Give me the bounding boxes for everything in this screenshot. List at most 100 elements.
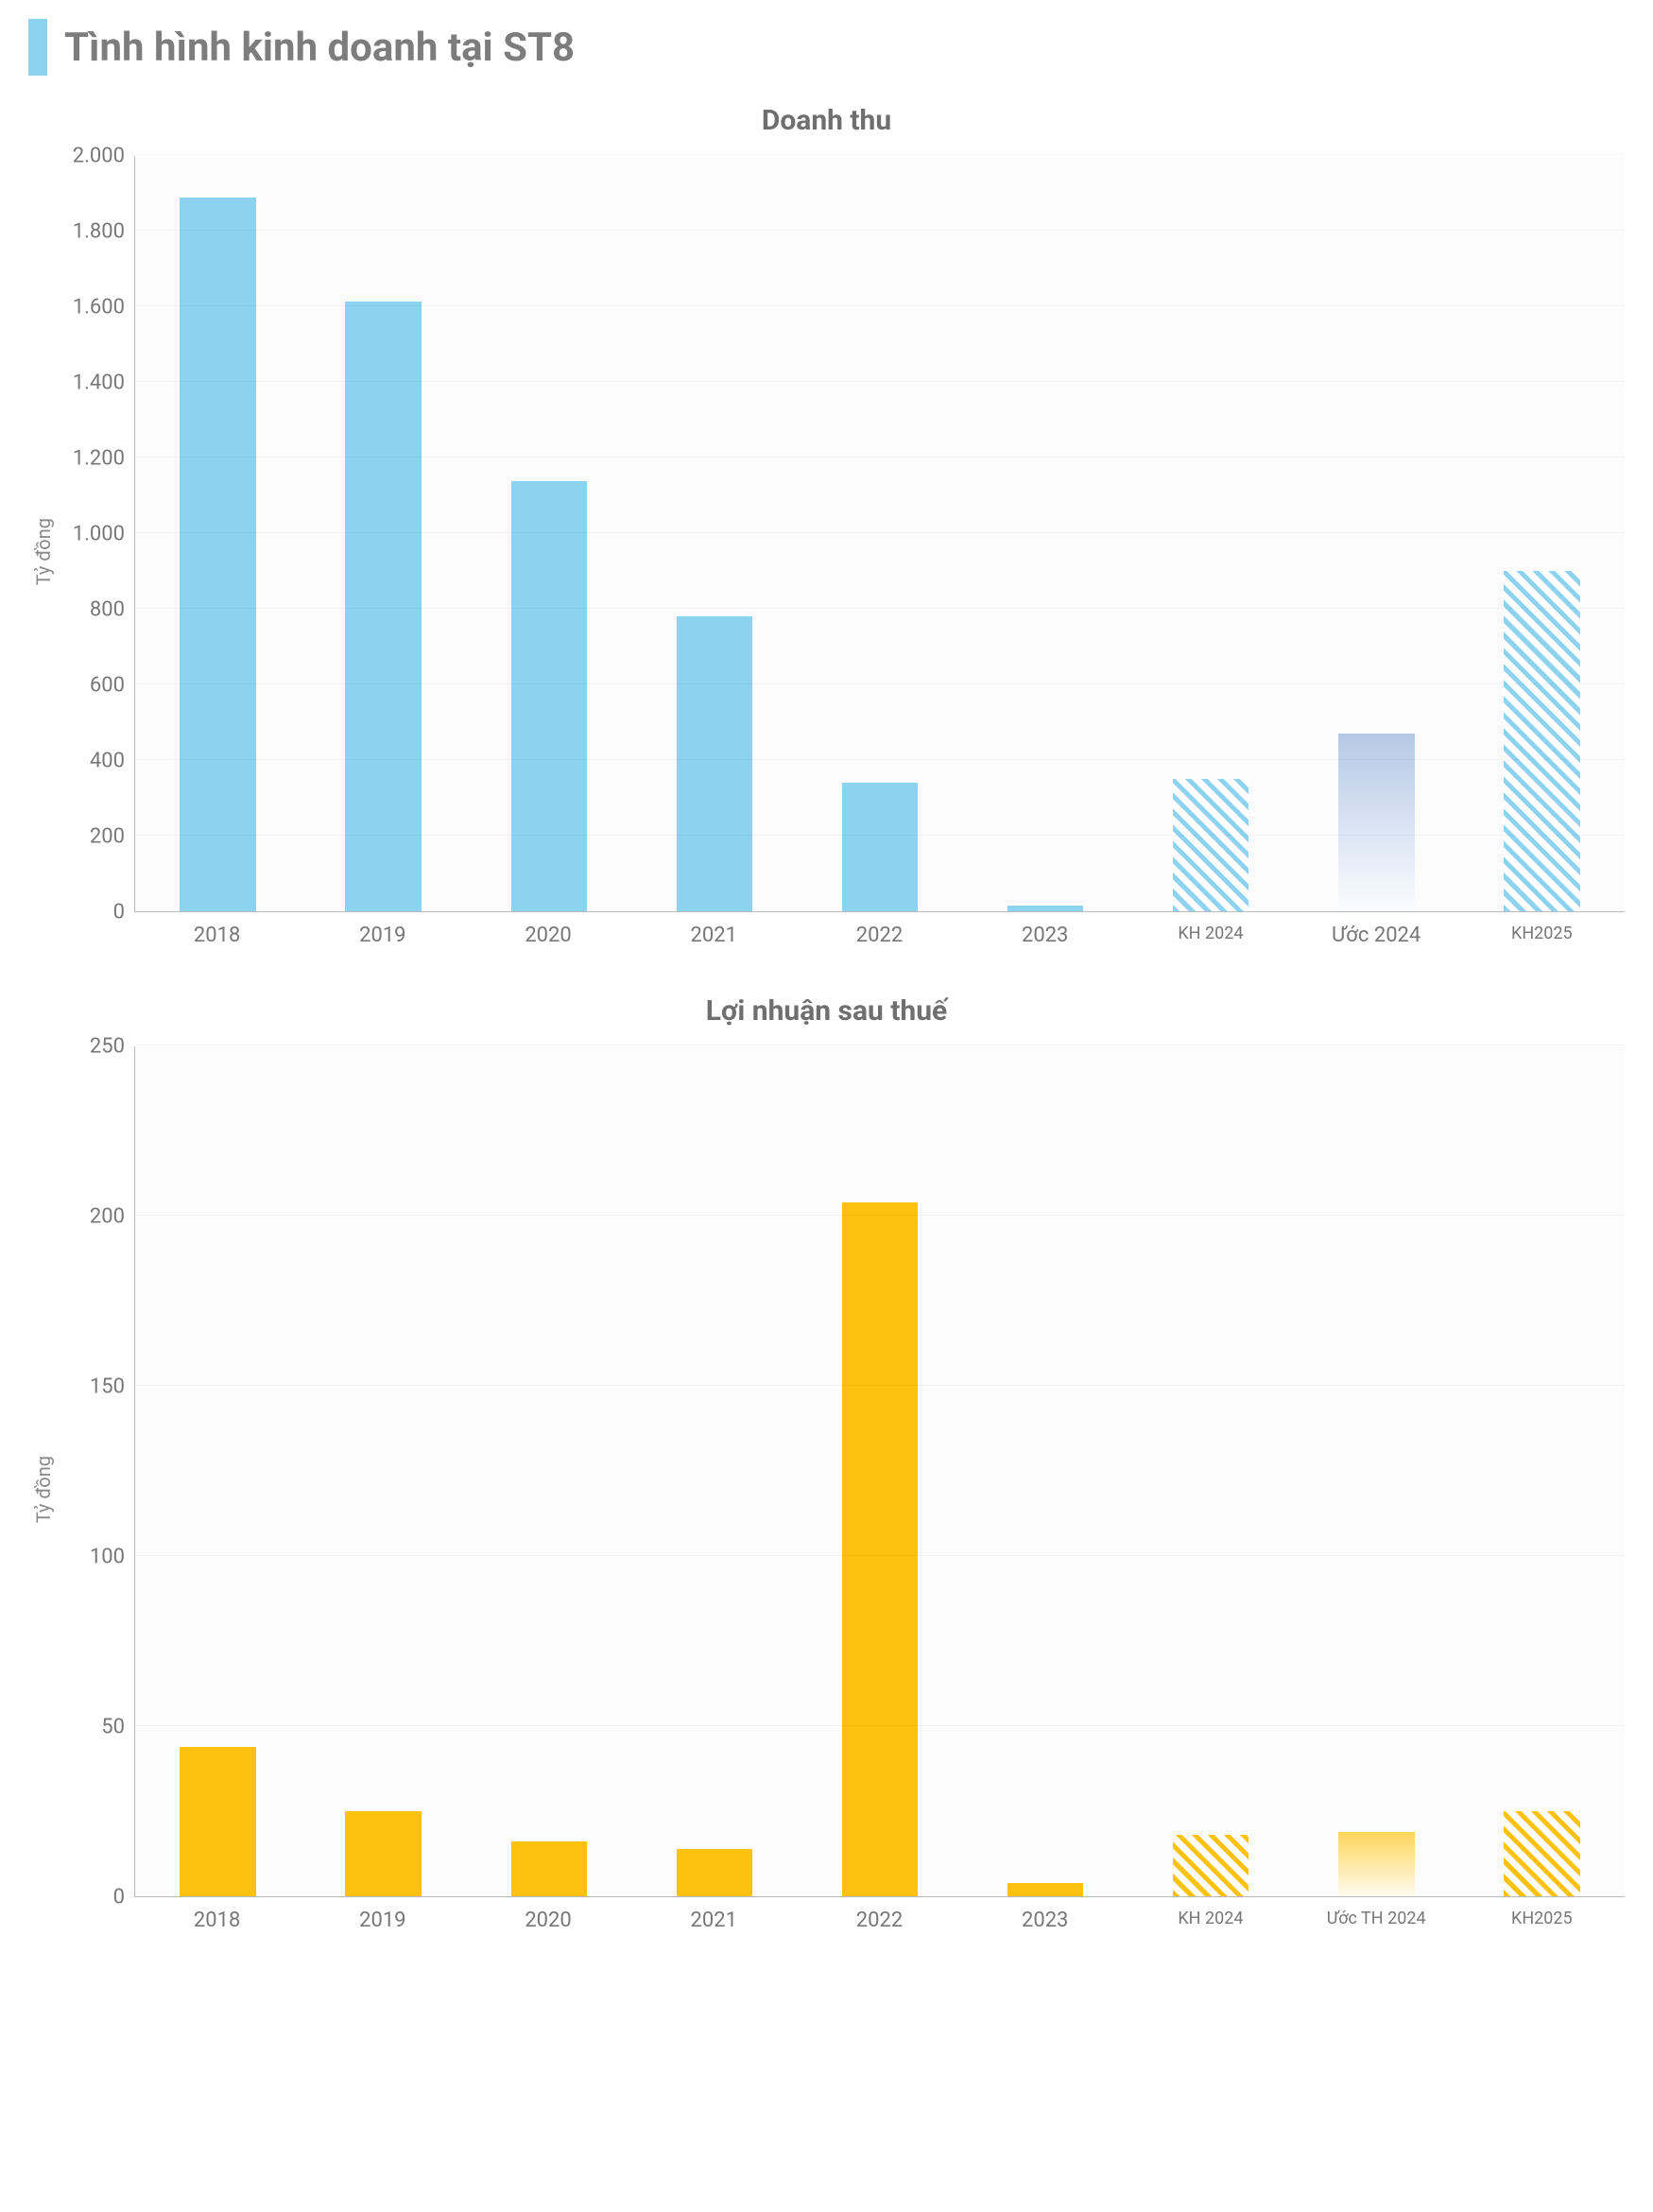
revenue-chart-plot bbox=[134, 156, 1625, 912]
revenue-xlabel: KH2025 bbox=[1459, 924, 1625, 947]
revenue-ytick-label: 800 bbox=[90, 598, 125, 622]
profit-chart-plot bbox=[134, 1046, 1625, 1897]
revenue-bar bbox=[1173, 779, 1249, 911]
profit-ytick-label: 50 bbox=[101, 1716, 125, 1739]
profit-ytick-label: 150 bbox=[90, 1375, 125, 1399]
revenue-bar bbox=[1504, 571, 1580, 911]
profit-gridline bbox=[135, 1725, 1625, 1726]
profit-chart: Lợi nhuận sau thuế Tỷ đồng 0 50 100 150 200 2… bbox=[28, 994, 1625, 1932]
revenue-ytick-label: 2.000 bbox=[73, 145, 125, 168]
profit-bar-slot bbox=[963, 1046, 1128, 1896]
revenue-bar-slot bbox=[631, 156, 797, 911]
profit-chart-frame: Tỷ đồng 050100150200250 2018201920202021… bbox=[28, 1046, 1625, 1932]
revenue-bar bbox=[345, 302, 422, 911]
profit-bar bbox=[345, 1811, 422, 1896]
revenue-gridline bbox=[135, 532, 1625, 533]
revenue-chart-title: Doanh thu bbox=[28, 104, 1625, 137]
revenue-ytick-label: 200 bbox=[90, 825, 125, 849]
revenue-ytick-label: 400 bbox=[90, 750, 125, 773]
revenue-xlabel: 2022 bbox=[797, 924, 962, 947]
page-header: Tình hình kinh doanh tại ST8 bbox=[28, 19, 1625, 76]
revenue-xlabel: 2018 bbox=[134, 924, 300, 947]
revenue-chart-bars bbox=[135, 156, 1625, 911]
profit-gridline bbox=[135, 1215, 1625, 1216]
profit-bar bbox=[1504, 1811, 1580, 1896]
revenue-ytick-label: 1.000 bbox=[73, 523, 125, 546]
profit-chart-plotwrap: 201820192020202120222023KH 2024Ước TH 20… bbox=[134, 1046, 1625, 1932]
profit-ytick-label: 200 bbox=[90, 1205, 125, 1229]
profit-xlabel: 2022 bbox=[797, 1909, 962, 1932]
profit-bar bbox=[1173, 1835, 1249, 1896]
profit-bar-slot bbox=[301, 1046, 466, 1896]
revenue-gridline bbox=[135, 305, 1625, 306]
revenue-bar-slot bbox=[301, 156, 466, 911]
header-accent-bar bbox=[28, 19, 47, 76]
revenue-xlabel: Ước 2024 bbox=[1294, 924, 1459, 947]
revenue-gridline bbox=[135, 608, 1625, 609]
profit-bar-slot bbox=[631, 1046, 797, 1896]
profit-bar bbox=[677, 1849, 753, 1896]
revenue-bar-slot bbox=[797, 156, 962, 911]
revenue-gridline bbox=[135, 759, 1625, 760]
profit-bar-slot bbox=[135, 1046, 301, 1896]
profit-bar bbox=[511, 1841, 588, 1896]
revenue-chart-plotwrap: 201820192020202120222023KH 2024Ước 2024K… bbox=[134, 156, 1625, 947]
profit-gridline bbox=[135, 1045, 1625, 1046]
revenue-gridline bbox=[135, 835, 1625, 836]
profit-bar-slot bbox=[1294, 1046, 1459, 1896]
profit-bar-slot bbox=[797, 1046, 962, 1896]
profit-bar-slot bbox=[1459, 1046, 1625, 1896]
revenue-bar bbox=[1338, 734, 1415, 911]
revenue-bar-slot bbox=[466, 156, 631, 911]
profit-xlabel: KH 2024 bbox=[1128, 1909, 1293, 1932]
page: Tình hình kinh doanh tại ST8 Doanh thu T… bbox=[0, 0, 1653, 2017]
profit-xlabel: 2018 bbox=[134, 1909, 300, 1932]
revenue-chart-frame: Tỷ đồng 02004006008001.0001.2001.4001.60… bbox=[28, 156, 1625, 947]
revenue-ytick-label: 0 bbox=[113, 901, 125, 925]
revenue-xlabel: 2023 bbox=[962, 924, 1128, 947]
profit-ytick-label: 250 bbox=[90, 1035, 125, 1059]
revenue-chart-yticks: 02004006008001.0001.2001.4001.6001.8002.… bbox=[59, 156, 134, 912]
profit-ytick-label: 100 bbox=[90, 1546, 125, 1569]
revenue-bar-slot bbox=[963, 156, 1128, 911]
revenue-gridline bbox=[135, 230, 1625, 231]
revenue-ytick-label: 1.400 bbox=[73, 372, 125, 395]
revenue-ytick-label: 600 bbox=[90, 674, 125, 698]
revenue-xlabel: KH 2024 bbox=[1128, 924, 1293, 947]
profit-ytick-label: 0 bbox=[113, 1886, 125, 1910]
profit-xlabel: 2019 bbox=[300, 1909, 465, 1932]
revenue-chart-xlabels: 201820192020202120222023KH 2024Ước 2024K… bbox=[134, 924, 1625, 947]
profit-bar bbox=[180, 1747, 256, 1896]
profit-bar bbox=[842, 1202, 919, 1896]
revenue-ytick-label: 1.200 bbox=[73, 447, 125, 471]
revenue-gridline bbox=[135, 457, 1625, 458]
profit-gridline bbox=[135, 1385, 1625, 1386]
revenue-gridline bbox=[135, 683, 1625, 684]
profit-xlabel: 2021 bbox=[631, 1909, 797, 1932]
revenue-bar-slot bbox=[1128, 156, 1294, 911]
profit-chart-bars bbox=[135, 1046, 1625, 1896]
revenue-bar-slot bbox=[135, 156, 301, 911]
revenue-bar bbox=[842, 783, 919, 911]
revenue-xlabel: 2020 bbox=[465, 924, 630, 947]
revenue-bar bbox=[677, 616, 753, 911]
revenue-bar bbox=[1007, 906, 1084, 911]
revenue-xlabel: 2021 bbox=[631, 924, 797, 947]
revenue-bar-slot bbox=[1459, 156, 1625, 911]
revenue-bar bbox=[511, 481, 588, 911]
revenue-gridline bbox=[135, 381, 1625, 382]
page-title: Tình hình kinh doanh tại ST8 bbox=[64, 25, 575, 71]
profit-gridline bbox=[135, 1555, 1625, 1556]
revenue-ytick-label: 1.600 bbox=[73, 296, 125, 320]
profit-chart-ylabel: Tỷ đồng bbox=[28, 1456, 59, 1523]
profit-chart-title: Lợi nhuận sau thuế bbox=[28, 994, 1625, 1028]
profit-bar-slot bbox=[466, 1046, 631, 1896]
profit-chart-yticks: 050100150200250 bbox=[59, 1046, 134, 1897]
revenue-ytick-label: 1.800 bbox=[73, 220, 125, 244]
profit-xlabel: Ước TH 2024 bbox=[1294, 1909, 1459, 1932]
revenue-xlabel: 2019 bbox=[300, 924, 465, 947]
profit-xlabel: 2020 bbox=[465, 1909, 630, 1932]
revenue-bar-slot bbox=[1294, 156, 1459, 911]
profit-bar-slot bbox=[1128, 1046, 1294, 1896]
profit-xlabel: 2023 bbox=[962, 1909, 1128, 1932]
